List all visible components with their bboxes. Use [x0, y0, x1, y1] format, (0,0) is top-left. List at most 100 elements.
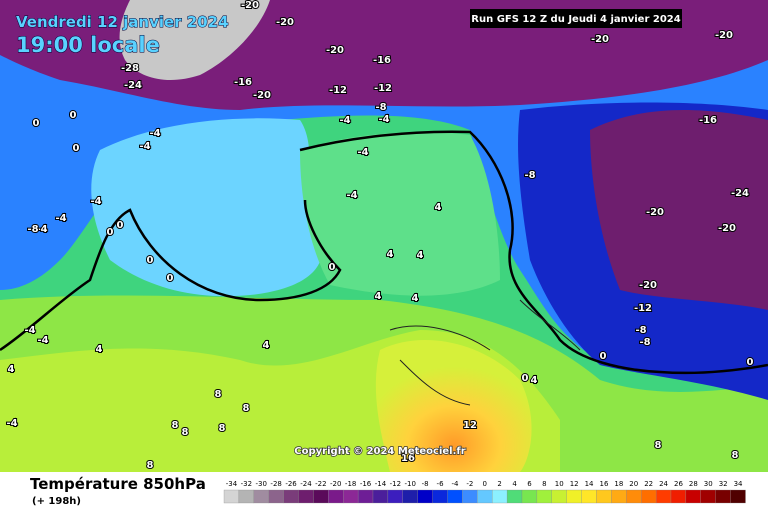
colorbar-tick-label: -20: [330, 480, 341, 488]
contour-label: 0: [73, 143, 80, 154]
contour-label: -4: [149, 128, 160, 139]
contour-label: -8: [524, 170, 535, 181]
contour-label: -4: [24, 325, 35, 336]
contour-label: -4: [55, 213, 66, 224]
contour-label: -20: [639, 280, 657, 291]
colorbar-tick-label: 32: [719, 480, 728, 488]
colorbar-tick-label: -16: [360, 480, 372, 488]
contour-label: 0: [147, 255, 154, 266]
colorbar-tick-label: 20: [629, 480, 638, 488]
colorbar-swatch: [447, 489, 463, 504]
colorbar-tick-label: -18: [345, 480, 356, 488]
date: Vendredi 12 janvier 2024: [16, 13, 229, 31]
contour-label: 4: [417, 250, 424, 261]
contour-label: -8: [27, 224, 38, 235]
contour-label: 4: [435, 202, 442, 213]
contour-label: -4: [339, 115, 350, 126]
colorbar-swatch: [387, 489, 403, 504]
contour-label: -16: [373, 55, 391, 66]
contour-label: -8: [639, 337, 650, 348]
contour-label: -24: [124, 80, 142, 91]
colorbar-swatch: [477, 489, 493, 504]
colorbar-swatch: [432, 489, 448, 504]
colorbar-tick-label: 8: [542, 480, 546, 488]
colorbar-tick-label: -30: [256, 480, 267, 488]
ice-zone: [119, 0, 270, 80]
contour-label: 0: [70, 110, 77, 121]
contour-labels: -20-20-20-16-16-20-28-24 -12 -12-8-4-4-4-4…: [5, 0, 754, 472]
contour-label: -16: [234, 77, 252, 88]
colorbar-tick-label: 14: [585, 480, 594, 488]
colorbar-tick-label: -8: [422, 480, 429, 488]
colorbar-swatch: [536, 489, 552, 504]
colorbar-tick-label: -10: [405, 480, 416, 488]
colorbar-swatch: [715, 489, 731, 504]
contour-label: 16: [401, 453, 415, 464]
green-zone: [300, 132, 500, 296]
colorbar-tick-label: 0: [483, 480, 487, 488]
colorbar-tick-label: -24: [300, 480, 312, 488]
colorbar-tick-label: -34: [226, 480, 238, 488]
colorbar-tick-label: 18: [614, 480, 623, 488]
contour-label: 0: [117, 220, 124, 231]
contour-label: -8: [375, 102, 386, 113]
colorbar-swatch: [238, 489, 254, 504]
colorbar-tick-label: 28: [689, 480, 698, 488]
colorbar-swatch: [298, 489, 314, 504]
contour-label: 8: [147, 460, 154, 471]
colorbar-swatch: [462, 489, 478, 504]
colorbar-swatch: [313, 489, 329, 504]
contour-label: -20: [253, 90, 271, 101]
colorbar-tick-label: 16: [599, 480, 608, 488]
colorbar-swatch: [417, 489, 433, 504]
contour-label: -28: [121, 63, 139, 74]
contour-label: 4: [96, 344, 103, 355]
contour-label: 8: [243, 403, 250, 414]
contour-label: 4: [263, 340, 270, 351]
contour-label: -20: [715, 30, 733, 41]
contour-label: -12: [329, 85, 347, 96]
colorbar-swatch: [506, 489, 523, 504]
contour-label: 0: [522, 373, 529, 384]
colorbar-tick-label: -6: [437, 480, 445, 488]
contour-label: -20: [326, 45, 344, 56]
contour-label: 0: [747, 357, 754, 368]
colorbar-swatch: [492, 489, 508, 504]
colorbar-tick-label: 22: [644, 480, 653, 488]
colorbar-tick-label: -4: [451, 480, 459, 488]
colorbar-swatch: [551, 489, 567, 504]
contour-label: -4: [378, 114, 389, 125]
contour-label: 8: [732, 450, 739, 461]
colorbar-swatch: [611, 489, 627, 504]
colorbar-tick-label: 4: [512, 480, 517, 488]
colorbar-swatch: [328, 489, 344, 504]
contour-label: 0: [600, 351, 607, 362]
colorbar-swatch: [626, 489, 642, 504]
colorbar-swatch: [596, 489, 612, 504]
contour-label: -4: [90, 196, 101, 207]
zero-zone: [91, 118, 322, 297]
colorbar-tick-label: -2: [466, 480, 473, 488]
colorbar-tick-label: 2: [497, 480, 501, 488]
colorbar-swatch: [655, 489, 672, 504]
colorbar-swatch: [268, 489, 284, 504]
contour-label: -4: [139, 141, 150, 152]
contour-label: -24: [731, 188, 749, 199]
colorbar-swatch: [730, 489, 746, 504]
colorbar-swatch: [641, 489, 657, 504]
contour-label: -4: [36, 224, 47, 235]
contour-label: -20: [646, 207, 664, 218]
contour-label: 12: [463, 420, 477, 431]
colorbar-tick-label: 26: [674, 480, 683, 488]
colorbar-tick-label: 24: [659, 480, 668, 488]
colorbar-swatch: [566, 489, 582, 504]
contour-label: 8: [655, 440, 662, 451]
isotherm: [0, 199, 342, 352]
contour-label: -20: [591, 34, 609, 45]
contour-label: -4: [37, 335, 48, 346]
colorbar-swatch: [685, 489, 701, 504]
colorbar-tick-label: 6: [527, 480, 532, 488]
contour-label: 0: [33, 118, 40, 129]
colorbar-tick-label: 10: [555, 480, 564, 488]
contour-label: 8: [182, 427, 189, 438]
